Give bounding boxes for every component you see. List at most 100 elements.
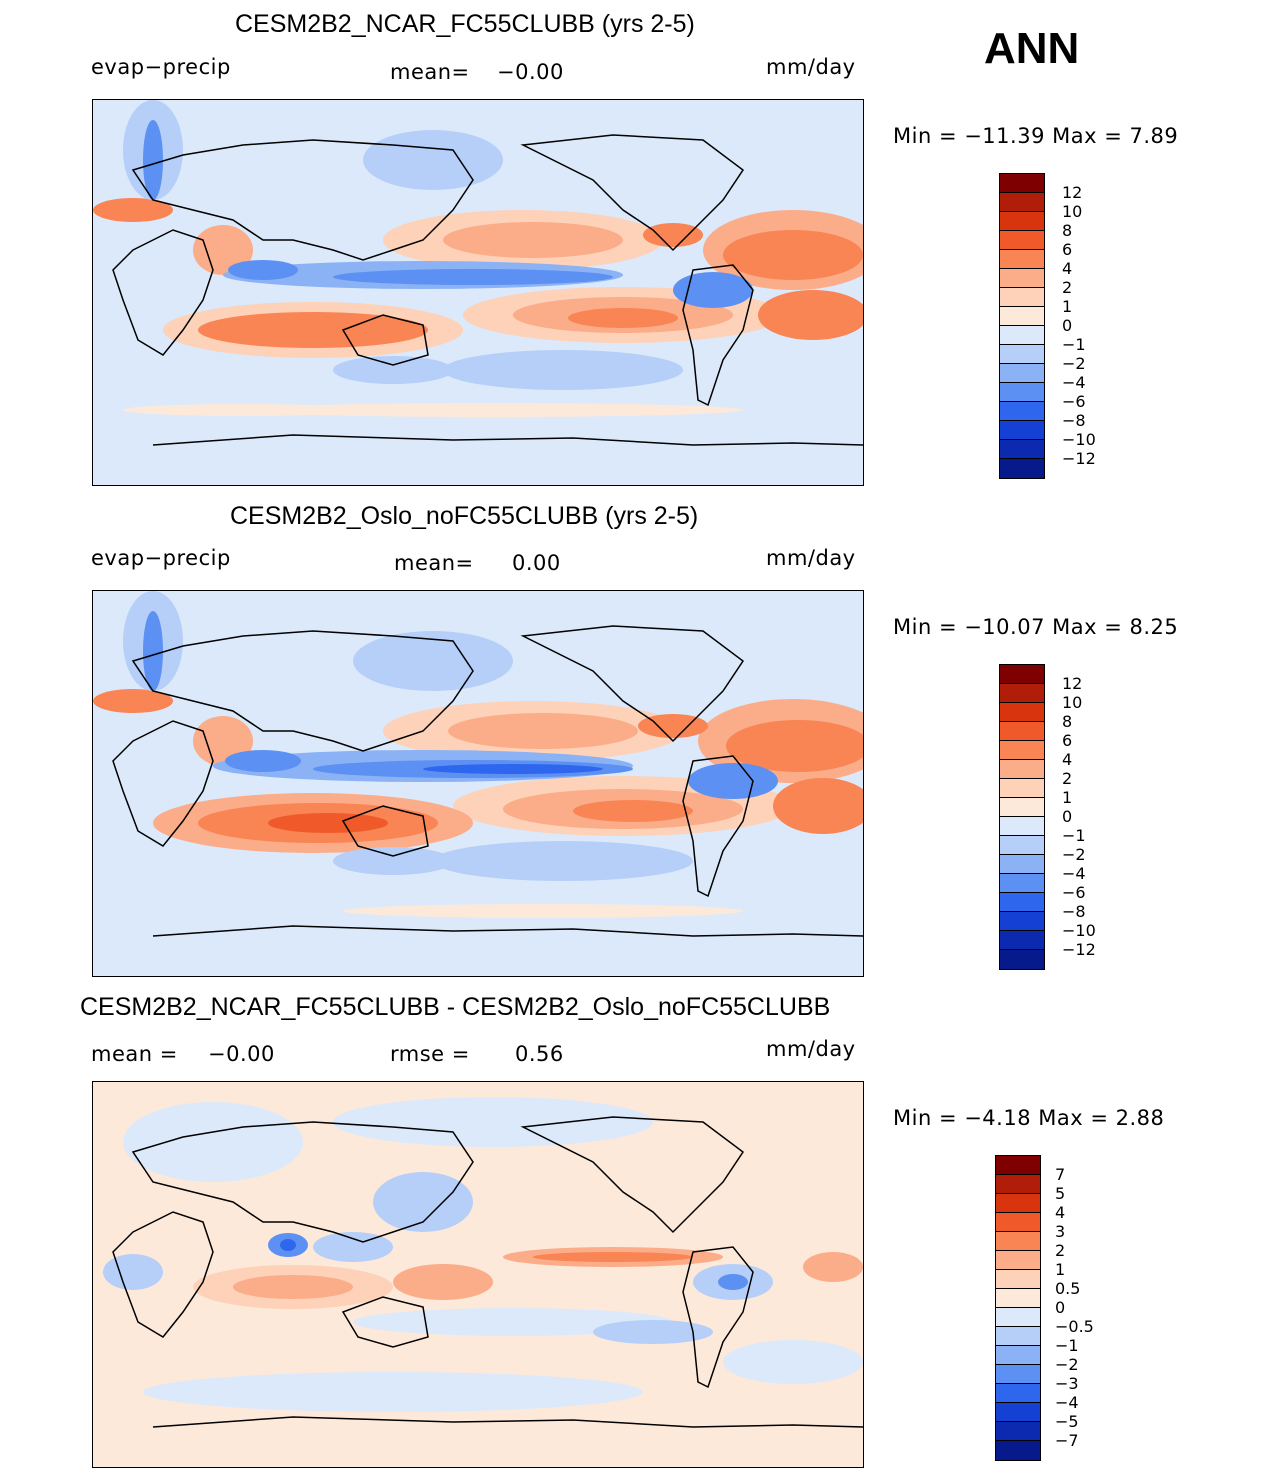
colorbar-swatch	[996, 1327, 1040, 1346]
colorbar-swatch	[1000, 421, 1044, 440]
colorbar-tick-label: −0.5	[1055, 1317, 1094, 1336]
colorbar-tick-label: 0	[1062, 807, 1073, 826]
colorbar-tick-label: 5	[1055, 1184, 1066, 1203]
panel1-map	[92, 99, 864, 486]
colorbar-tick-label: 8	[1062, 221, 1073, 240]
season-label: ANN	[984, 24, 1080, 73]
colorbar-tick-label: −4	[1062, 373, 1086, 392]
colorbar-tick-label: 3	[1055, 1222, 1066, 1241]
colorbar-tick-label: 8	[1062, 712, 1073, 731]
colorbar-swatch	[996, 1441, 1040, 1460]
colorbar-swatch	[996, 1384, 1040, 1403]
colorbar-tick-label: 1	[1062, 297, 1073, 316]
panel3-rmse-label: rmse =	[390, 1042, 470, 1066]
panel1-map-field	[93, 100, 863, 485]
colorbar-swatch	[1000, 912, 1044, 931]
colorbar-tick-label: −2	[1062, 845, 1086, 864]
colorbar-tick-label: 2	[1062, 278, 1073, 297]
colorbar-swatch	[1000, 326, 1044, 345]
panel3-mean-label: mean =	[91, 1042, 178, 1066]
colorbar-tick-label: 4	[1055, 1203, 1066, 1222]
colorbar-swatch	[996, 1251, 1040, 1270]
panel2-title: CESM2B2_Oslo_noFC55CLUBB (yrs 2-5)	[230, 502, 699, 530]
colorbar-swatch	[1000, 855, 1044, 874]
panel1-title: CESM2B2_NCAR_FC55CLUBB (yrs 2-5)	[235, 10, 695, 38]
panel3-coastlines	[112, 1116, 863, 1428]
colorbar-tick-label: −6	[1062, 883, 1086, 902]
panel3-minmax: Min = −4.18 Max = 2.88	[893, 1106, 1165, 1130]
colorbar-tick-label: 0.5	[1055, 1279, 1081, 1298]
colorbar-tick-label: −4	[1055, 1393, 1079, 1412]
panel1-coastlines	[112, 134, 863, 446]
panel2-mean-label: mean=	[394, 551, 474, 575]
colorbar-tick-label: 0	[1055, 1298, 1066, 1317]
colorbar-swatch	[996, 1346, 1040, 1365]
panel2-map-field	[93, 591, 863, 976]
colorbar-tick-label: −2	[1055, 1355, 1079, 1374]
colorbar-swatch	[1000, 950, 1044, 969]
colorbar-tick-label: −10	[1062, 430, 1096, 449]
colorbar-tick-label: −12	[1062, 449, 1096, 468]
colorbar-tick-label: −8	[1062, 902, 1086, 921]
colorbar-tick-label: 1	[1062, 788, 1073, 807]
colorbar-swatch	[1000, 231, 1044, 250]
colorbar-tick-label: 12	[1062, 183, 1083, 202]
panel2-colorbar	[999, 664, 1045, 970]
colorbar-tick-label: 4	[1062, 750, 1073, 769]
colorbar-swatch	[1000, 931, 1044, 950]
colorbar-tick-label: 0	[1062, 316, 1073, 335]
colorbar-swatch	[1000, 364, 1044, 383]
panel2-units: mm/day	[766, 546, 856, 570]
colorbar-tick-label: 1	[1055, 1260, 1066, 1279]
colorbar-swatch	[1000, 893, 1044, 912]
panel2-mean-value: 0.00	[512, 551, 561, 575]
colorbar-tick-label: 2	[1062, 769, 1073, 788]
colorbar-tick-label: 10	[1062, 693, 1083, 712]
colorbar-swatch	[1000, 684, 1044, 703]
colorbar-swatch	[1000, 459, 1044, 478]
colorbar-tick-label: −8	[1062, 411, 1086, 430]
panel3-units: mm/day	[766, 1037, 856, 1061]
panel1-mean-value: −0.00	[497, 60, 564, 84]
colorbar-tick-label: 4	[1062, 259, 1073, 278]
panel3-map-field	[93, 1082, 863, 1467]
colorbar-swatch	[1000, 817, 1044, 836]
panel2-variable-label: evap−precip	[91, 546, 231, 570]
colorbar-swatch	[1000, 174, 1044, 193]
colorbar-swatch	[1000, 722, 1044, 741]
colorbar-swatch	[1000, 798, 1044, 817]
colorbar-tick-label: −1	[1062, 826, 1086, 845]
panel3-rmse-value: 0.56	[515, 1042, 564, 1066]
colorbar-swatch	[1000, 836, 1044, 855]
colorbar-tick-label: 10	[1062, 202, 1083, 221]
colorbar-tick-label: 6	[1062, 240, 1073, 259]
colorbar-tick-label: 12	[1062, 674, 1083, 693]
colorbar-swatch	[996, 1213, 1040, 1232]
colorbar-swatch	[996, 1270, 1040, 1289]
colorbar-swatch	[996, 1422, 1040, 1441]
colorbar-tick-label: −12	[1062, 940, 1096, 959]
colorbar-swatch	[1000, 345, 1044, 364]
colorbar-swatch	[1000, 741, 1044, 760]
colorbar-swatch	[996, 1403, 1040, 1422]
colorbar-swatch	[1000, 779, 1044, 798]
colorbar-swatch	[1000, 760, 1044, 779]
colorbar-tick-label: −2	[1062, 354, 1086, 373]
colorbar-swatch	[1000, 874, 1044, 893]
colorbar-tick-label: −1	[1062, 335, 1086, 354]
panel3-colorbar	[995, 1155, 1041, 1461]
panel3-map	[92, 1081, 864, 1468]
colorbar-tick-label: −10	[1062, 921, 1096, 940]
colorbar-tick-label: −6	[1062, 392, 1086, 411]
colorbar-swatch	[996, 1156, 1040, 1175]
colorbar-swatch	[1000, 665, 1044, 684]
panel1-variable-label: evap−precip	[91, 55, 231, 79]
colorbar-swatch	[996, 1194, 1040, 1213]
panel3-title: CESM2B2_NCAR_FC55CLUBB - CESM2B2_Oslo_no…	[80, 993, 831, 1021]
colorbar-swatch	[996, 1308, 1040, 1327]
colorbar-tick-label: 6	[1062, 731, 1073, 750]
panel1-units: mm/day	[766, 55, 856, 79]
colorbar-tick-label: −5	[1055, 1412, 1079, 1431]
colorbar-swatch	[996, 1175, 1040, 1194]
colorbar-swatch	[1000, 288, 1044, 307]
